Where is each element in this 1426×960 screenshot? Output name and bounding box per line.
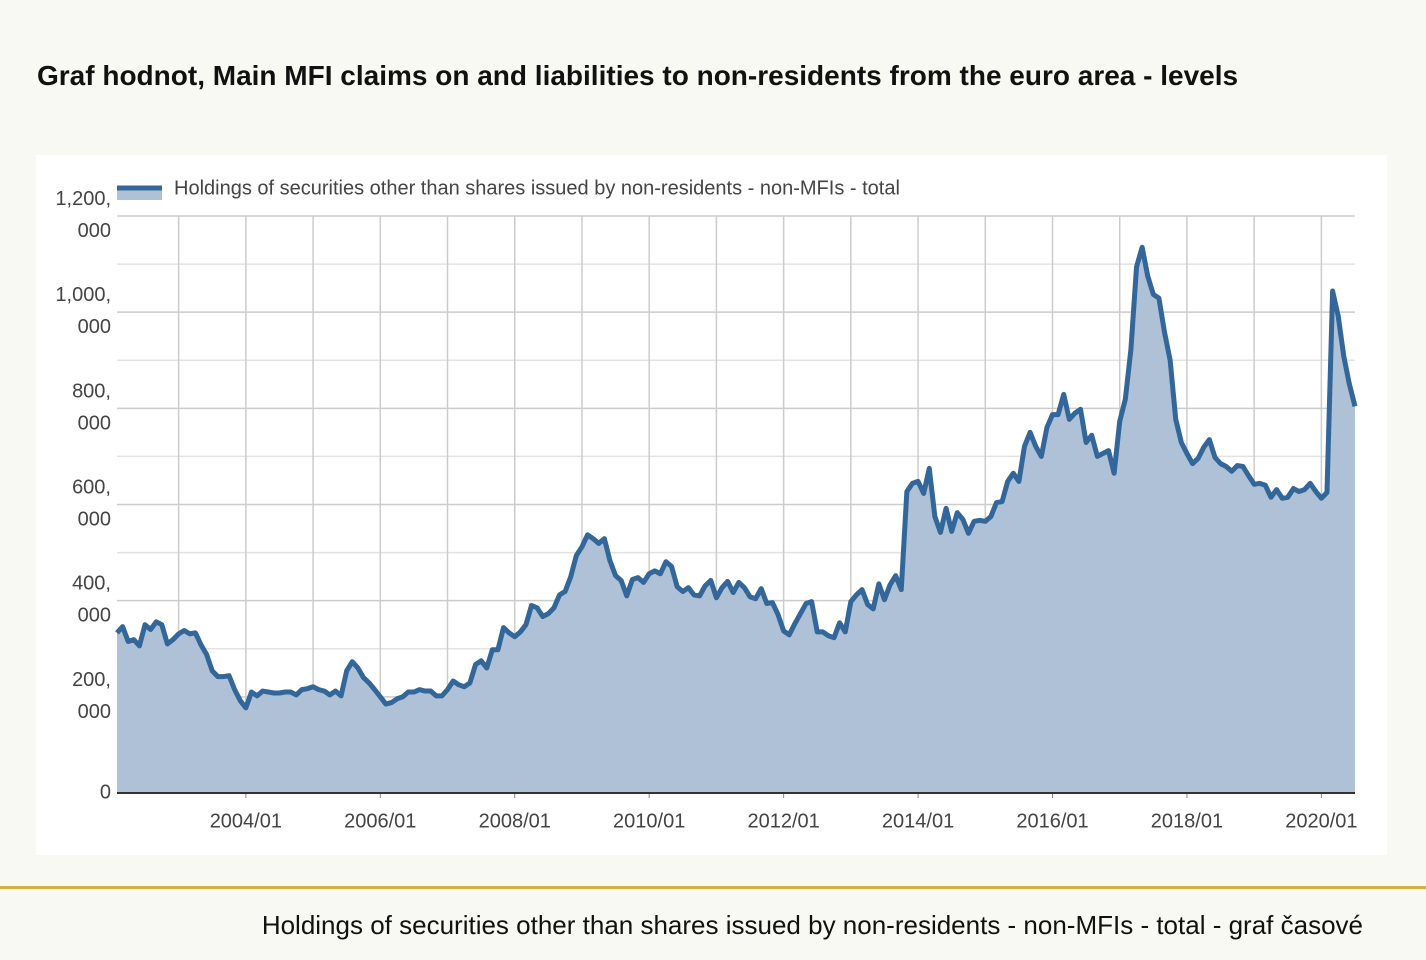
y-tick-label: 1,000, 000 [55,284,111,338]
chart: 0 200, 000 400, 000 600, 000 800, 000 1,000, 000 1,… [36,155,1387,855]
x-tick-label: 2014/01 [882,810,954,832]
y-tick-label: 0 [100,781,111,803]
legend-label: Holdings of securities other than shares… [174,177,900,199]
y-tick-label: 1,200, 000 [55,188,111,242]
divider [0,886,1426,889]
y-tick-label: 600, 000 [72,477,111,531]
x-tick-label: 2006/01 [344,810,416,832]
x-tick-label: 2004/01 [210,810,282,832]
y-tick-label: 400, 000 [72,573,111,627]
area-fill [117,247,1355,793]
y-tick-label: 200, 000 [72,669,111,723]
x-tick-label: 2010/01 [613,810,685,832]
footer-caption: Holdings of securities other than shares… [261,910,1363,940]
x-tick-label: 2018/01 [1151,810,1223,832]
area-line [115,244,1358,711]
x-tick-label: 2016/01 [1016,810,1088,832]
x-tick-label: 2008/01 [479,810,551,832]
legend-swatch-fill [117,188,162,200]
x-tick-label: 2012/01 [747,810,819,832]
y-tick-label: 800, 000 [72,381,111,435]
x-tick-label: 2020/01 [1285,810,1357,832]
chart-title: Graf hodnot, Main MFI claims on and liab… [37,60,1239,91]
